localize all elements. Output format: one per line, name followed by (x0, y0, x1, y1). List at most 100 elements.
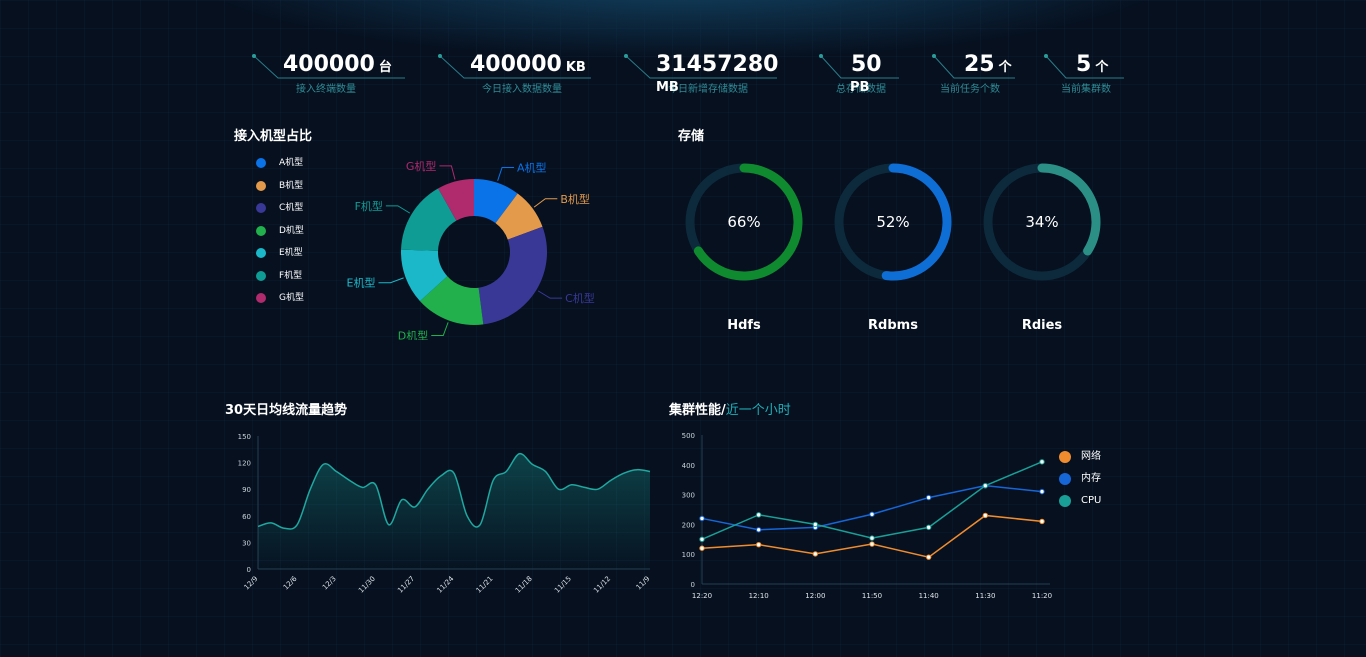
data-point (925, 524, 932, 531)
stat-total-storage: 总存储数据 50 PB (817, 52, 899, 95)
x-tick-label: 12/6 (282, 574, 299, 591)
pie-slice (438, 179, 474, 221)
stat-unit: PB (850, 80, 870, 95)
x-tick-label: 12/3 (321, 575, 338, 592)
data-point (982, 512, 989, 519)
data-point (699, 515, 705, 522)
legend-label: B机型 (279, 180, 304, 191)
pie-slice (478, 226, 547, 325)
stat-value: 31457280 (656, 52, 779, 77)
pie-label-line (533, 198, 558, 208)
storage-gauges: 66% 52% 34% (685, 163, 1101, 281)
trend-area (258, 453, 650, 569)
stat-decoration (624, 54, 777, 79)
perf-chart: 500 400 300 200 100 0 12:20 12:10 12:00 11:50 11:4… (682, 432, 1052, 600)
stat-label: 总存储数据 (836, 84, 886, 95)
x-tick-label: 12:20 (692, 592, 712, 600)
legend-dot (256, 248, 266, 258)
perf-panel-title: 集群性能/近一个小时 (669, 403, 791, 418)
pie-slice-label: C机型 (565, 291, 595, 305)
y-tick-label: 400 (682, 462, 695, 470)
data-point (755, 541, 762, 548)
legend-label: D机型 (279, 225, 304, 236)
y-tick-label: 500 (682, 432, 695, 440)
data-point (925, 494, 932, 501)
legend-label: E机型 (279, 248, 303, 258)
gauge-value: 34% (1025, 213, 1058, 231)
legend-dot (1059, 473, 1071, 485)
x-tick-label: 12/9 (243, 575, 260, 592)
legend-label: G机型 (279, 293, 304, 303)
pie-slice-label: F机型 (355, 199, 383, 213)
pie-slice-label: A机型 (517, 161, 547, 175)
pie-slice (401, 249, 448, 302)
pie-label-line (385, 205, 411, 214)
data-point (1039, 459, 1045, 465)
legend-dot (256, 225, 266, 236)
data-point (812, 521, 819, 528)
x-tick-label: 11:30 (975, 592, 995, 600)
data-point (755, 527, 762, 533)
x-tick-label: 11/24 (435, 574, 455, 594)
x-tick-label: 11:40 (919, 592, 939, 600)
pie-label-line (439, 165, 456, 180)
stat-decoration (252, 54, 405, 79)
stat-unit: MB (656, 80, 679, 95)
stat-label: 接入终端数量 (296, 84, 356, 95)
pie-slice (419, 276, 484, 325)
data-point (699, 545, 705, 551)
pie-slice (495, 193, 543, 240)
pie-slice-label: B机型 (560, 192, 590, 206)
pie-panel-title: 接入机型占比 (234, 129, 313, 144)
x-tick-label: 11/30 (357, 575, 377, 595)
legend-dot (256, 158, 266, 168)
stat-new-storage: 今日新增存储数据 31457280 MB (622, 52, 779, 95)
y-tick-label: 0 (691, 581, 695, 589)
legend-label: A机型 (279, 158, 304, 168)
stat-value: 25 个 (964, 52, 1012, 77)
data-point (869, 511, 875, 517)
x-tick-label: 11/18 (514, 575, 534, 595)
stat-value: 400000 KB (470, 52, 586, 77)
y-tick-label: 30 (242, 539, 251, 547)
x-tick-label: 11/21 (475, 575, 495, 595)
y-tick-label: 90 (242, 486, 251, 494)
legend-dot (256, 203, 266, 213)
stat-label: 当前集群数 (1061, 84, 1111, 95)
gauge-label-rdies: Rdies (1021, 318, 1063, 333)
pie-label-line (378, 277, 404, 284)
stat-label: 今日接入数据数量 (482, 84, 562, 95)
y-tick-label: 200 (682, 521, 695, 529)
legend-label: C机型 (279, 203, 304, 213)
legend-dot (256, 270, 266, 281)
pie-slice-label: G机型 (406, 159, 437, 173)
stat-label: 今日新增存储数据 (668, 84, 748, 95)
stat-value: 400000 台 (283, 52, 392, 77)
y-tick-label: 0 (247, 566, 251, 574)
gauge-progress (693, 163, 803, 281)
y-tick-label: 100 (682, 551, 695, 559)
x-tick-label: 11/15 (553, 575, 573, 595)
data-point (869, 541, 875, 547)
data-point (982, 482, 989, 489)
data-point (699, 536, 705, 543)
x-tick-label: 11:20 (1032, 592, 1052, 600)
trend-panel-title: 30天日均线流量趋势 (225, 403, 348, 418)
data-point (869, 535, 875, 541)
pie-slice-label: D机型 (398, 329, 428, 340)
stat-decoration (932, 54, 1015, 79)
gauge-label-rdbms: Rdbms (868, 318, 918, 333)
legend-dot (1059, 451, 1071, 463)
legend-label: F机型 (279, 270, 303, 281)
data-point (1039, 488, 1045, 495)
stat-decoration (438, 54, 591, 79)
pie-label-line (431, 322, 449, 337)
stat-daily-data: 400000 KB 今日接入数据数量 (436, 52, 591, 95)
data-point (812, 551, 819, 557)
trend-line (257, 452, 651, 530)
gauge-progress (1037, 163, 1101, 256)
stat-decoration (819, 54, 899, 79)
y-tick-label: 60 (242, 513, 251, 521)
